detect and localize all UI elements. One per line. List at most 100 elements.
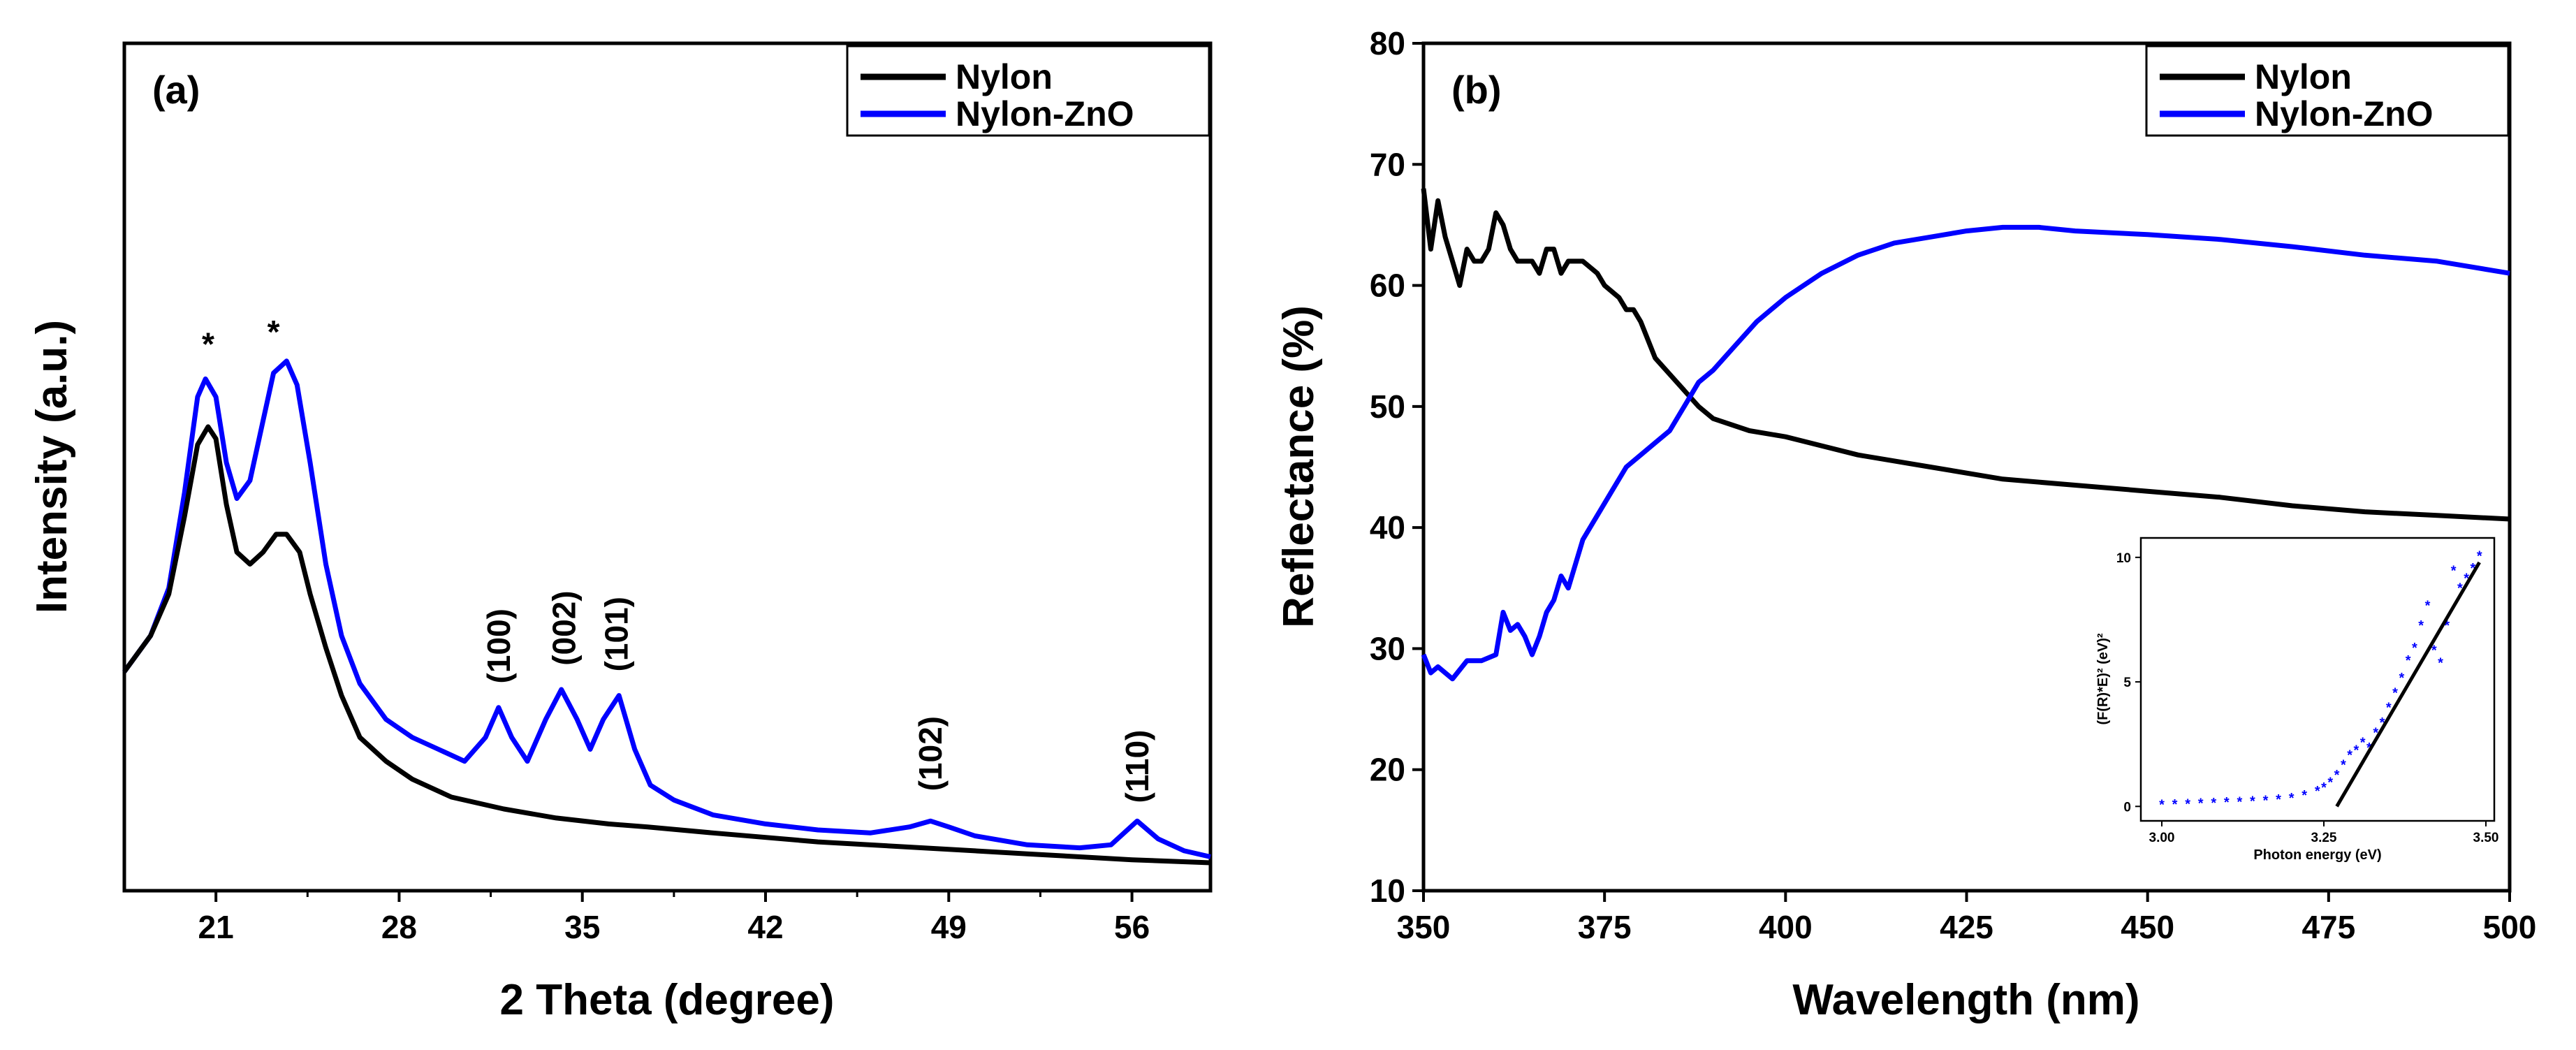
xrd-legend-box <box>846 45 1210 137</box>
inset-data-point: * <box>2185 796 2190 812</box>
reflectance-y-tick-label: 80 <box>1370 25 1405 61</box>
inset-x-tick-label: 3.00 <box>2149 831 2175 845</box>
reflectance-x-tick-label: 375 <box>1578 909 1632 945</box>
inset-data-point: * <box>2399 671 2404 686</box>
reflectance-y-tick-label: 40 <box>1370 509 1405 546</box>
xrd-panel-label: (a) <box>152 68 200 112</box>
inset-y-tick-label: 0 <box>2123 800 2131 815</box>
inset-data-point: * <box>2224 795 2230 810</box>
inset-data-point: * <box>2321 780 2327 796</box>
reflectance-x-axis-title: Wavelength (nm) <box>1792 976 2139 1024</box>
xrd-legend-label-nylon: Nylon <box>956 57 1053 96</box>
reflectance-legend-box <box>2145 45 2510 137</box>
xrd-x-ticks: 21 28 35 42 49 56 <box>198 891 1150 945</box>
inset-data-point: * <box>2412 641 2417 656</box>
xrd-peak-label-102: (102) <box>912 716 949 791</box>
reflectance-y-tick-label: 50 <box>1370 388 1405 425</box>
inset-y-tick-label: 5 <box>2123 676 2131 690</box>
inset-data-point: * <box>2159 798 2165 813</box>
xrd-series-nylon-zno <box>122 358 1211 859</box>
xrd-plot-frame <box>122 41 1213 893</box>
inset-background <box>2088 531 2501 845</box>
xrd-x-tick-label: 21 <box>198 909 234 945</box>
xrd-series-group <box>122 358 1211 866</box>
inset-data-point: * <box>2341 758 2346 773</box>
xrd-x-axis-title: 2 Theta (degree) <box>500 976 835 1024</box>
reflectance-y-tick-label: 10 <box>1370 873 1405 909</box>
inset-y-tick-label: 10 <box>2116 551 2131 566</box>
inset-data-point: * <box>2451 564 2457 579</box>
reflectance-y-tick-label: 20 <box>1370 752 1405 788</box>
reflectance-panel-label: (b) <box>1451 68 1502 112</box>
inset-data-point: * <box>2406 653 2411 669</box>
inset-data-point: * <box>2315 784 2320 799</box>
xrd-peak-label-100: (100) <box>481 608 517 683</box>
inset-data-point: * <box>2386 701 2392 716</box>
reflectance-x-tick-label: 500 <box>2483 909 2537 945</box>
xrd-peak-annotations: * * (100) (002) (101) (102) (110) <box>202 314 1155 803</box>
inset-x-axis-title: Photon energy (eV) <box>2253 847 2381 863</box>
xrd-legend-label-nylon-zno: Nylon-ZnO <box>956 94 1134 133</box>
inset-x-tick-label: 3.50 <box>2473 831 2499 845</box>
inset-data-point: * <box>2392 685 2398 701</box>
inset-data-point: * <box>2198 796 2204 812</box>
inset-data-point: * <box>2464 571 2469 586</box>
reflectance-series-group <box>1421 188 2510 682</box>
reflectance-legend-label-nylon: Nylon <box>2255 57 2352 96</box>
reflectance-series-nylon <box>1421 188 2510 522</box>
inset-data-point: * <box>2237 794 2242 810</box>
reflectance-y-axis-title: Reflectance (%) <box>1275 305 1323 628</box>
inset-data-point: * <box>2425 599 2431 614</box>
inset-data-point: * <box>2471 561 2476 576</box>
inset-data-point: * <box>2172 797 2178 812</box>
xrd-legend: Nylon Nylon-ZnO <box>846 45 1210 137</box>
inset-data-point: * <box>2347 748 2352 763</box>
xrd-x-tick-label: 49 <box>931 909 967 945</box>
reflectance-x-tick-label: 350 <box>1397 909 1451 945</box>
reflectance-x-tick-label: 450 <box>2121 909 2174 945</box>
inset-data-point: * <box>2289 791 2295 806</box>
inset-x-tick-label: 3.25 <box>2311 831 2337 845</box>
reflectance-series-nylon-zno <box>1421 224 2510 682</box>
xrd-peak-label-002: (002) <box>546 590 583 665</box>
reflectance-x-tick-label: 425 <box>1940 909 1993 945</box>
xrd-y-axis-title: Intensity (a.u.) <box>28 320 76 613</box>
reflectance-y-tick-label: 70 <box>1370 146 1405 182</box>
xrd-x-tick-label: 42 <box>747 909 783 945</box>
inset-data-point: * <box>2380 715 2385 731</box>
inset-data-point: * <box>2354 743 2359 758</box>
inset-data-point: * <box>2211 796 2216 811</box>
inset-data-point: * <box>2431 643 2437 659</box>
inset-data-point: * <box>2360 736 2366 751</box>
inset-data-point: * <box>2477 548 2482 564</box>
xrd-peak-marker-star: * <box>268 314 280 350</box>
inset-data-point: * <box>2334 768 2340 783</box>
inset-data-point: * <box>2301 788 2307 803</box>
xrd-panel: * * (100) (002) (101) (102) (110) 21 28 35 42 49 56… <box>28 41 1213 1024</box>
inset-data-point: * <box>2327 775 2333 791</box>
xrd-peak-label-110: (110) <box>1119 730 1155 803</box>
inset-data-point: * <box>2276 792 2281 808</box>
inset-data-point: * <box>2373 725 2378 741</box>
reflectance-legend-label-nylon-zno: Nylon-ZnO <box>2255 94 2434 133</box>
reflectance-x-tick-label: 400 <box>1759 909 1813 945</box>
xrd-x-tick-label: 35 <box>564 909 600 945</box>
reflectance-legend: Nylon Nylon-ZnO <box>2145 45 2510 137</box>
inset-linear-fit-line <box>2335 561 2481 808</box>
inset-data-point: * <box>2444 618 2450 634</box>
xrd-series-nylon <box>122 424 1211 866</box>
reflectance-y-tick-label: 60 <box>1370 268 1405 304</box>
inset-data-point: * <box>2418 618 2424 634</box>
reflectance-x-tick-label: 475 <box>2301 909 2355 945</box>
xrd-x-tick-label: 28 <box>381 909 417 945</box>
inset-y-axis-title: (F(R)*E)² (eV)² <box>2095 633 2111 724</box>
inset-data-point: * <box>2250 794 2255 809</box>
inset-data-point: * <box>2263 793 2269 808</box>
reflectance-y-tick-label: 30 <box>1370 630 1405 666</box>
inset-data-point: * <box>2438 656 2443 671</box>
